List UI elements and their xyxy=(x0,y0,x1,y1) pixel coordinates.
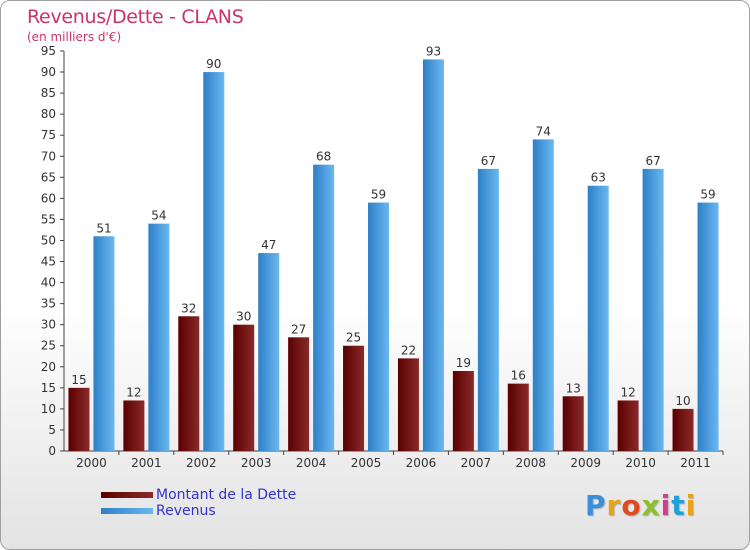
y-tick-label: 5 xyxy=(48,423,56,437)
y-tick-label: 25 xyxy=(41,339,56,353)
bar-dette xyxy=(617,400,639,451)
data-label-revenus: 93 xyxy=(426,44,441,58)
data-label-revenus: 54 xyxy=(151,209,166,223)
legend-item-dette: Montant de la Dette xyxy=(101,487,296,503)
data-label-dette: 12 xyxy=(126,385,141,399)
bar-dette xyxy=(672,408,694,451)
data-label-revenus: 59 xyxy=(371,188,386,202)
data-label-dette: 22 xyxy=(401,343,416,357)
bar-revenus xyxy=(532,139,554,451)
bar-revenus xyxy=(313,164,335,451)
y-tick-label: 55 xyxy=(41,212,56,226)
bar-revenus xyxy=(368,202,390,451)
bar-revenus xyxy=(258,253,280,451)
data-label-revenus: 68 xyxy=(316,150,331,164)
bar-dette xyxy=(123,400,145,451)
bar-revenus xyxy=(587,185,609,451)
x-tick-label: 2005 xyxy=(351,456,382,470)
legend-item-revenus: Revenus xyxy=(101,503,296,519)
data-label-revenus: 47 xyxy=(261,238,276,252)
data-label-dette: 25 xyxy=(346,331,361,345)
data-label-revenus: 67 xyxy=(481,154,496,168)
y-tick-label: 65 xyxy=(41,170,56,184)
data-label-revenus: 63 xyxy=(591,171,606,185)
y-tick-label: 0 xyxy=(48,444,56,458)
bar-dette xyxy=(507,383,529,451)
bar-dette xyxy=(288,337,310,451)
bar-dette xyxy=(68,387,90,451)
y-tick-label: 50 xyxy=(41,233,56,247)
data-label-revenus: 67 xyxy=(645,154,660,168)
y-tick-label: 90 xyxy=(41,65,56,79)
y-tick-label: 95 xyxy=(41,44,56,58)
data-label-dette: 32 xyxy=(181,301,196,315)
x-tick-label: 2002 xyxy=(186,456,217,470)
bar-dette xyxy=(233,324,255,451)
bar-revenus xyxy=(477,168,499,452)
bar-dette xyxy=(397,358,419,451)
x-tick-label: 2004 xyxy=(296,456,327,470)
x-tick-label: 2010 xyxy=(625,456,656,470)
y-tick-label: 60 xyxy=(41,191,56,205)
bar-dette xyxy=(343,345,365,451)
bar-revenus xyxy=(203,72,225,451)
bar-revenus xyxy=(148,223,170,451)
x-tick-label: 2007 xyxy=(461,456,492,470)
data-label-dette: 27 xyxy=(291,322,306,336)
data-label-dette: 15 xyxy=(71,373,86,387)
y-tick-label: 15 xyxy=(41,381,56,395)
legend-label-dette: Montant de la Dette xyxy=(156,487,297,503)
legend-swatch-revenus xyxy=(101,508,153,514)
bar-dette xyxy=(562,396,584,451)
y-tick-label: 10 xyxy=(41,402,56,416)
y-tick-label: 40 xyxy=(41,276,56,290)
legend-swatch-dette xyxy=(101,492,153,498)
x-tick-label: 2011 xyxy=(680,456,711,470)
x-tick-label: 2008 xyxy=(516,456,547,470)
data-label-revenus: 90 xyxy=(206,57,221,71)
chart-subtitle: (en milliers d'€) xyxy=(27,30,122,44)
y-tick-label: 70 xyxy=(41,149,56,163)
data-label-revenus: 59 xyxy=(700,188,715,202)
data-label-dette: 13 xyxy=(566,381,581,395)
y-tick-label: 35 xyxy=(41,297,56,311)
y-tick-label: 80 xyxy=(41,107,56,121)
y-tick-label: 30 xyxy=(41,318,56,332)
data-label-revenus: 51 xyxy=(96,221,111,235)
x-tick-label: 2009 xyxy=(570,456,601,470)
bar-revenus xyxy=(422,59,444,451)
data-label-dette: 12 xyxy=(620,385,635,399)
y-tick-label: 75 xyxy=(41,128,56,142)
y-tick-label: 45 xyxy=(41,255,56,269)
data-label-dette: 19 xyxy=(456,356,471,370)
bar-dette xyxy=(178,316,200,451)
x-tick-label: 2000 xyxy=(76,456,107,470)
data-label-dette: 16 xyxy=(511,369,526,383)
proxiti-logo: Proxiti xyxy=(585,489,697,522)
legend-label-revenus: Revenus xyxy=(156,503,216,519)
data-label-revenus: 74 xyxy=(536,124,551,138)
x-tick-label: 2003 xyxy=(241,456,272,470)
y-tick-label: 85 xyxy=(41,86,56,100)
chart-legend: Montant de la Dette Revenus xyxy=(101,487,296,519)
bar-dette xyxy=(452,371,474,451)
data-label-dette: 30 xyxy=(236,310,251,324)
bar-revenus xyxy=(697,202,719,451)
data-label-dette: 10 xyxy=(675,394,690,408)
y-tick-label: 20 xyxy=(41,360,56,374)
bar-revenus xyxy=(93,236,115,451)
x-tick-label: 2001 xyxy=(131,456,162,470)
chart-title: Revenus/Dette - CLANS xyxy=(27,6,244,28)
bar-revenus xyxy=(642,168,664,452)
x-tick-label: 2006 xyxy=(406,456,437,470)
